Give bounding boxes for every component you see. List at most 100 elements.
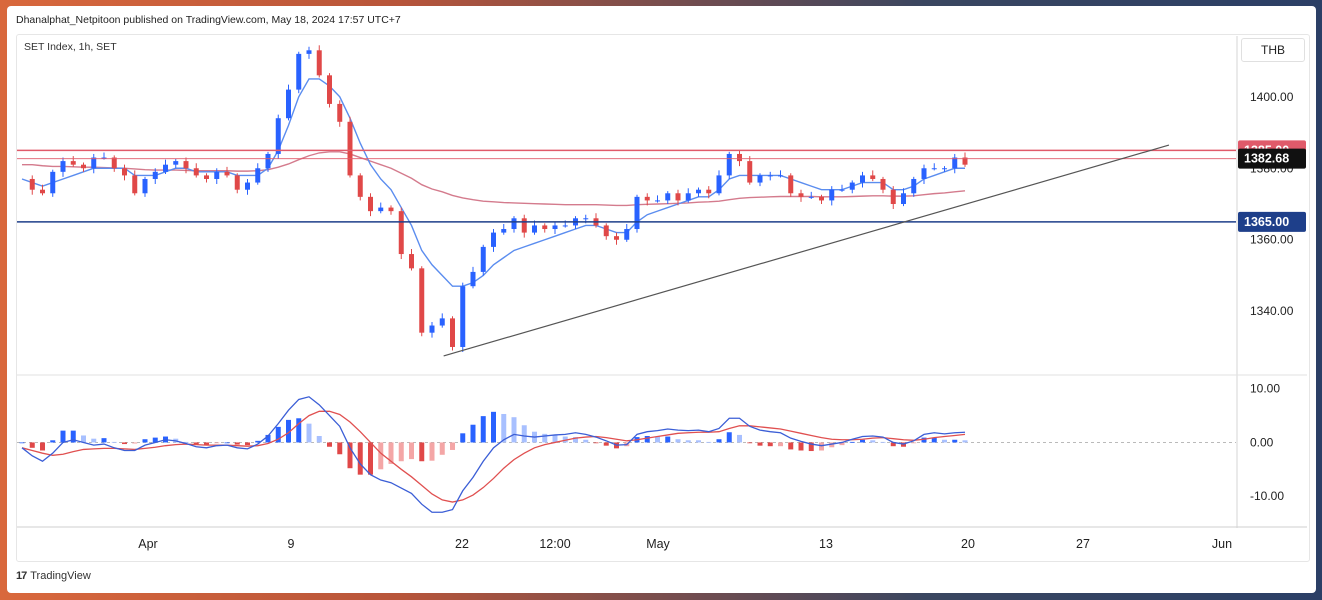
macd-histogram-bar <box>593 442 599 444</box>
symbol-label[interactable]: SET Index, 1h, SET <box>24 41 117 53</box>
candle-body <box>901 193 906 204</box>
candle-body <box>870 175 876 179</box>
ascending-trendline <box>443 144 1170 357</box>
candle-body <box>675 193 681 201</box>
candle-body <box>132 175 138 194</box>
candle-body <box>388 207 394 212</box>
macd-histogram-bar <box>562 436 568 443</box>
macd-histogram-bar <box>224 442 230 444</box>
candle-body <box>747 161 753 183</box>
candle-body <box>193 168 199 176</box>
macd-histogram-bar <box>29 442 35 448</box>
macd-histogram-bar <box>849 441 855 443</box>
candle-body <box>81 164 86 169</box>
candle-body <box>50 171 56 194</box>
candle-body <box>665 193 671 201</box>
macd-tick-label-0: 10.00 <box>1250 382 1280 396</box>
macd-histogram-bar <box>747 442 753 444</box>
candle-body <box>327 75 332 104</box>
publish-header: Dhanalphat_Netpitoon published on Tradin… <box>16 14 401 26</box>
candle-body <box>316 50 322 76</box>
macd-histogram-bar <box>737 434 742 443</box>
macd-histogram-bar <box>142 439 148 443</box>
candle-body <box>614 236 619 240</box>
candle-body <box>716 175 722 194</box>
candle-body <box>152 171 158 179</box>
macd-histogram-bar <box>839 442 845 446</box>
candle-body <box>91 157 97 169</box>
candle-body <box>122 168 127 176</box>
macd-histogram-bar <box>808 442 814 452</box>
candle-body <box>583 218 589 220</box>
candle-body <box>911 178 917 194</box>
macd-histogram-bar <box>655 436 660 443</box>
candle-body <box>624 229 630 240</box>
candle-body <box>245 182 250 190</box>
macd-line <box>21 396 966 513</box>
macd-histogram-bar <box>255 440 261 443</box>
chart-panel[interactable] <box>16 34 1310 562</box>
macd-histogram-bar <box>962 440 968 443</box>
candle-body <box>173 161 179 165</box>
macd-histogram-bar <box>665 436 671 443</box>
time-tick-label-1: 9 <box>288 537 295 551</box>
tradingview-brand[interactable]: 17 TradingView <box>16 570 91 582</box>
slow-moving-average-line <box>22 151 966 207</box>
macd-histogram-bar <box>19 442 25 444</box>
candle-body <box>880 178 886 190</box>
candle-body <box>644 196 650 201</box>
macd-histogram-bar <box>921 437 927 443</box>
time-tick-label-0: Apr <box>138 537 157 551</box>
candle-body <box>931 168 937 170</box>
candle-body <box>562 225 568 227</box>
candle-body <box>234 175 240 190</box>
macd-histogram-bar <box>398 442 404 462</box>
macd-histogram-bar <box>265 434 271 443</box>
macd-histogram-bar <box>880 441 886 443</box>
macd-histogram-bar <box>911 442 917 444</box>
macd-histogram-bar <box>357 442 363 475</box>
macd-histogram-bar <box>552 434 558 443</box>
candle-body <box>696 189 701 194</box>
candle-body <box>214 171 220 179</box>
candle-body <box>439 318 445 326</box>
candle-body <box>460 286 466 347</box>
macd-histogram-bar <box>573 437 578 443</box>
candle-body <box>101 157 107 159</box>
candle-body <box>808 196 814 198</box>
candle-body <box>368 196 373 212</box>
candle-body <box>265 153 271 169</box>
macd-histogram-bar <box>757 442 763 446</box>
candle-body <box>501 229 507 233</box>
macd-histogram-bar <box>675 439 681 443</box>
candle-body <box>40 189 45 194</box>
macd-tick-label-2: -10.00 <box>1250 489 1284 503</box>
candle-body <box>409 254 414 269</box>
macd-histogram-bar <box>521 425 527 443</box>
macd-histogram-bar <box>583 439 589 443</box>
candle-body <box>757 175 763 183</box>
macd-histogram-bar <box>378 442 384 470</box>
macd-histogram-bar <box>234 442 240 445</box>
candle-body <box>470 271 476 287</box>
macd-histogram-bar <box>204 442 209 446</box>
macd-histogram-bar <box>327 442 332 447</box>
macd-histogram-bar <box>542 433 548 443</box>
macd-histogram-bar <box>306 423 312 443</box>
macd-histogram-bar <box>726 432 732 443</box>
candle-body <box>296 53 302 90</box>
price-tick-label-3: 1340.00 <box>1250 304 1294 318</box>
macd-histogram-bar <box>788 442 794 450</box>
macd-signal-line <box>21 410 966 503</box>
macd-histogram-bar <box>644 436 650 443</box>
candle-body <box>839 189 845 191</box>
macd-histogram-bar <box>819 442 824 451</box>
currency-button[interactable]: THB <box>1241 38 1305 62</box>
candle-body <box>255 168 261 183</box>
candle-body <box>819 196 824 201</box>
macd-histogram-bar <box>501 413 507 443</box>
price-label-2: 1365.00 <box>1244 215 1289 229</box>
candle-body <box>829 189 835 201</box>
candle-body <box>275 118 281 154</box>
